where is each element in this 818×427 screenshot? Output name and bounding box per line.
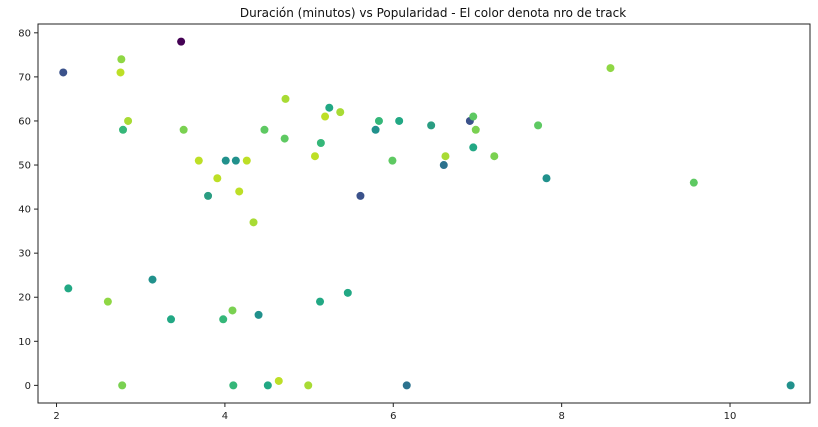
data-point-52 — [274, 376, 283, 385]
y-tick-label: 70 — [18, 72, 31, 83]
data-point-35 — [490, 152, 499, 161]
x-tick-label: 2 — [53, 411, 59, 422]
y-tick-label: 30 — [18, 249, 31, 260]
data-point-54 — [402, 381, 411, 390]
y-tick-label: 80 — [18, 28, 31, 39]
data-point-25 — [374, 116, 383, 125]
data-point-7 — [194, 156, 203, 165]
x-tick-label: 6 — [390, 411, 396, 422]
data-point-28 — [427, 121, 436, 130]
y-tick-label: 10 — [18, 337, 31, 348]
data-point-14 — [249, 218, 258, 227]
x-tick-label: 10 — [724, 411, 737, 422]
data-point-43 — [167, 315, 176, 324]
data-point-27 — [388, 156, 397, 165]
data-point-23 — [356, 191, 365, 200]
y-tick-label: 60 — [18, 116, 31, 127]
data-point-51 — [263, 381, 272, 390]
data-point-20 — [321, 112, 330, 121]
data-point-8 — [221, 156, 230, 165]
data-point-38 — [606, 64, 615, 73]
data-point-26 — [395, 116, 404, 125]
y-tick-label: 0 — [25, 381, 31, 392]
data-point-22 — [336, 108, 345, 117]
data-point-50 — [229, 381, 238, 390]
data-point-46 — [254, 310, 263, 319]
y-tick-label: 20 — [18, 293, 31, 304]
data-point-17 — [280, 134, 289, 143]
data-point-29 — [439, 161, 448, 170]
data-point-3 — [116, 68, 125, 77]
data-point-30 — [441, 152, 450, 161]
data-point-53 — [304, 381, 313, 390]
plot-frame — [37, 23, 811, 404]
data-point-18 — [310, 152, 319, 161]
data-point-49 — [118, 381, 127, 390]
data-point-55 — [786, 381, 795, 390]
data-point-41 — [103, 297, 112, 306]
data-point-34 — [469, 143, 478, 152]
data-point-39 — [689, 178, 698, 187]
ticks-layer: 2 4 6 8 10 0 10 20 30 40 50 60 70 80 — [18, 28, 736, 422]
data-point-48 — [343, 288, 352, 297]
data-point-6 — [179, 125, 188, 134]
data-point-40 — [64, 284, 73, 293]
data-point-15 — [260, 125, 269, 134]
data-point-42 — [148, 275, 157, 284]
data-point-45 — [228, 306, 237, 315]
y-tick-label: 40 — [18, 205, 31, 216]
chart-title: Duración (minutos) vs Popularidad - El c… — [240, 6, 626, 20]
data-point-16 — [281, 94, 290, 103]
x-tick-label: 4 — [222, 411, 228, 422]
data-point-2 — [117, 55, 126, 64]
data-point-32 — [469, 112, 478, 121]
data-point-13 — [235, 187, 244, 196]
data-point-4 — [124, 116, 133, 125]
data-point-47 — [316, 297, 325, 306]
data-point-11 — [213, 174, 222, 183]
data-point-33 — [471, 125, 480, 134]
data-point-21 — [325, 103, 334, 112]
data-point-9 — [231, 156, 240, 165]
data-point-36 — [534, 121, 543, 130]
data-point-5 — [119, 125, 128, 134]
data-point-0 — [177, 37, 186, 46]
x-tick-label: 8 — [558, 411, 564, 422]
data-point-12 — [204, 191, 213, 200]
data-point-1 — [59, 68, 68, 77]
data-point-19 — [316, 138, 325, 147]
data-point-10 — [242, 156, 251, 165]
data-point-44 — [219, 315, 228, 324]
data-point-37 — [542, 174, 551, 183]
data-point-24 — [371, 125, 380, 134]
y-tick-label: 50 — [18, 161, 31, 172]
points-layer — [59, 37, 795, 390]
